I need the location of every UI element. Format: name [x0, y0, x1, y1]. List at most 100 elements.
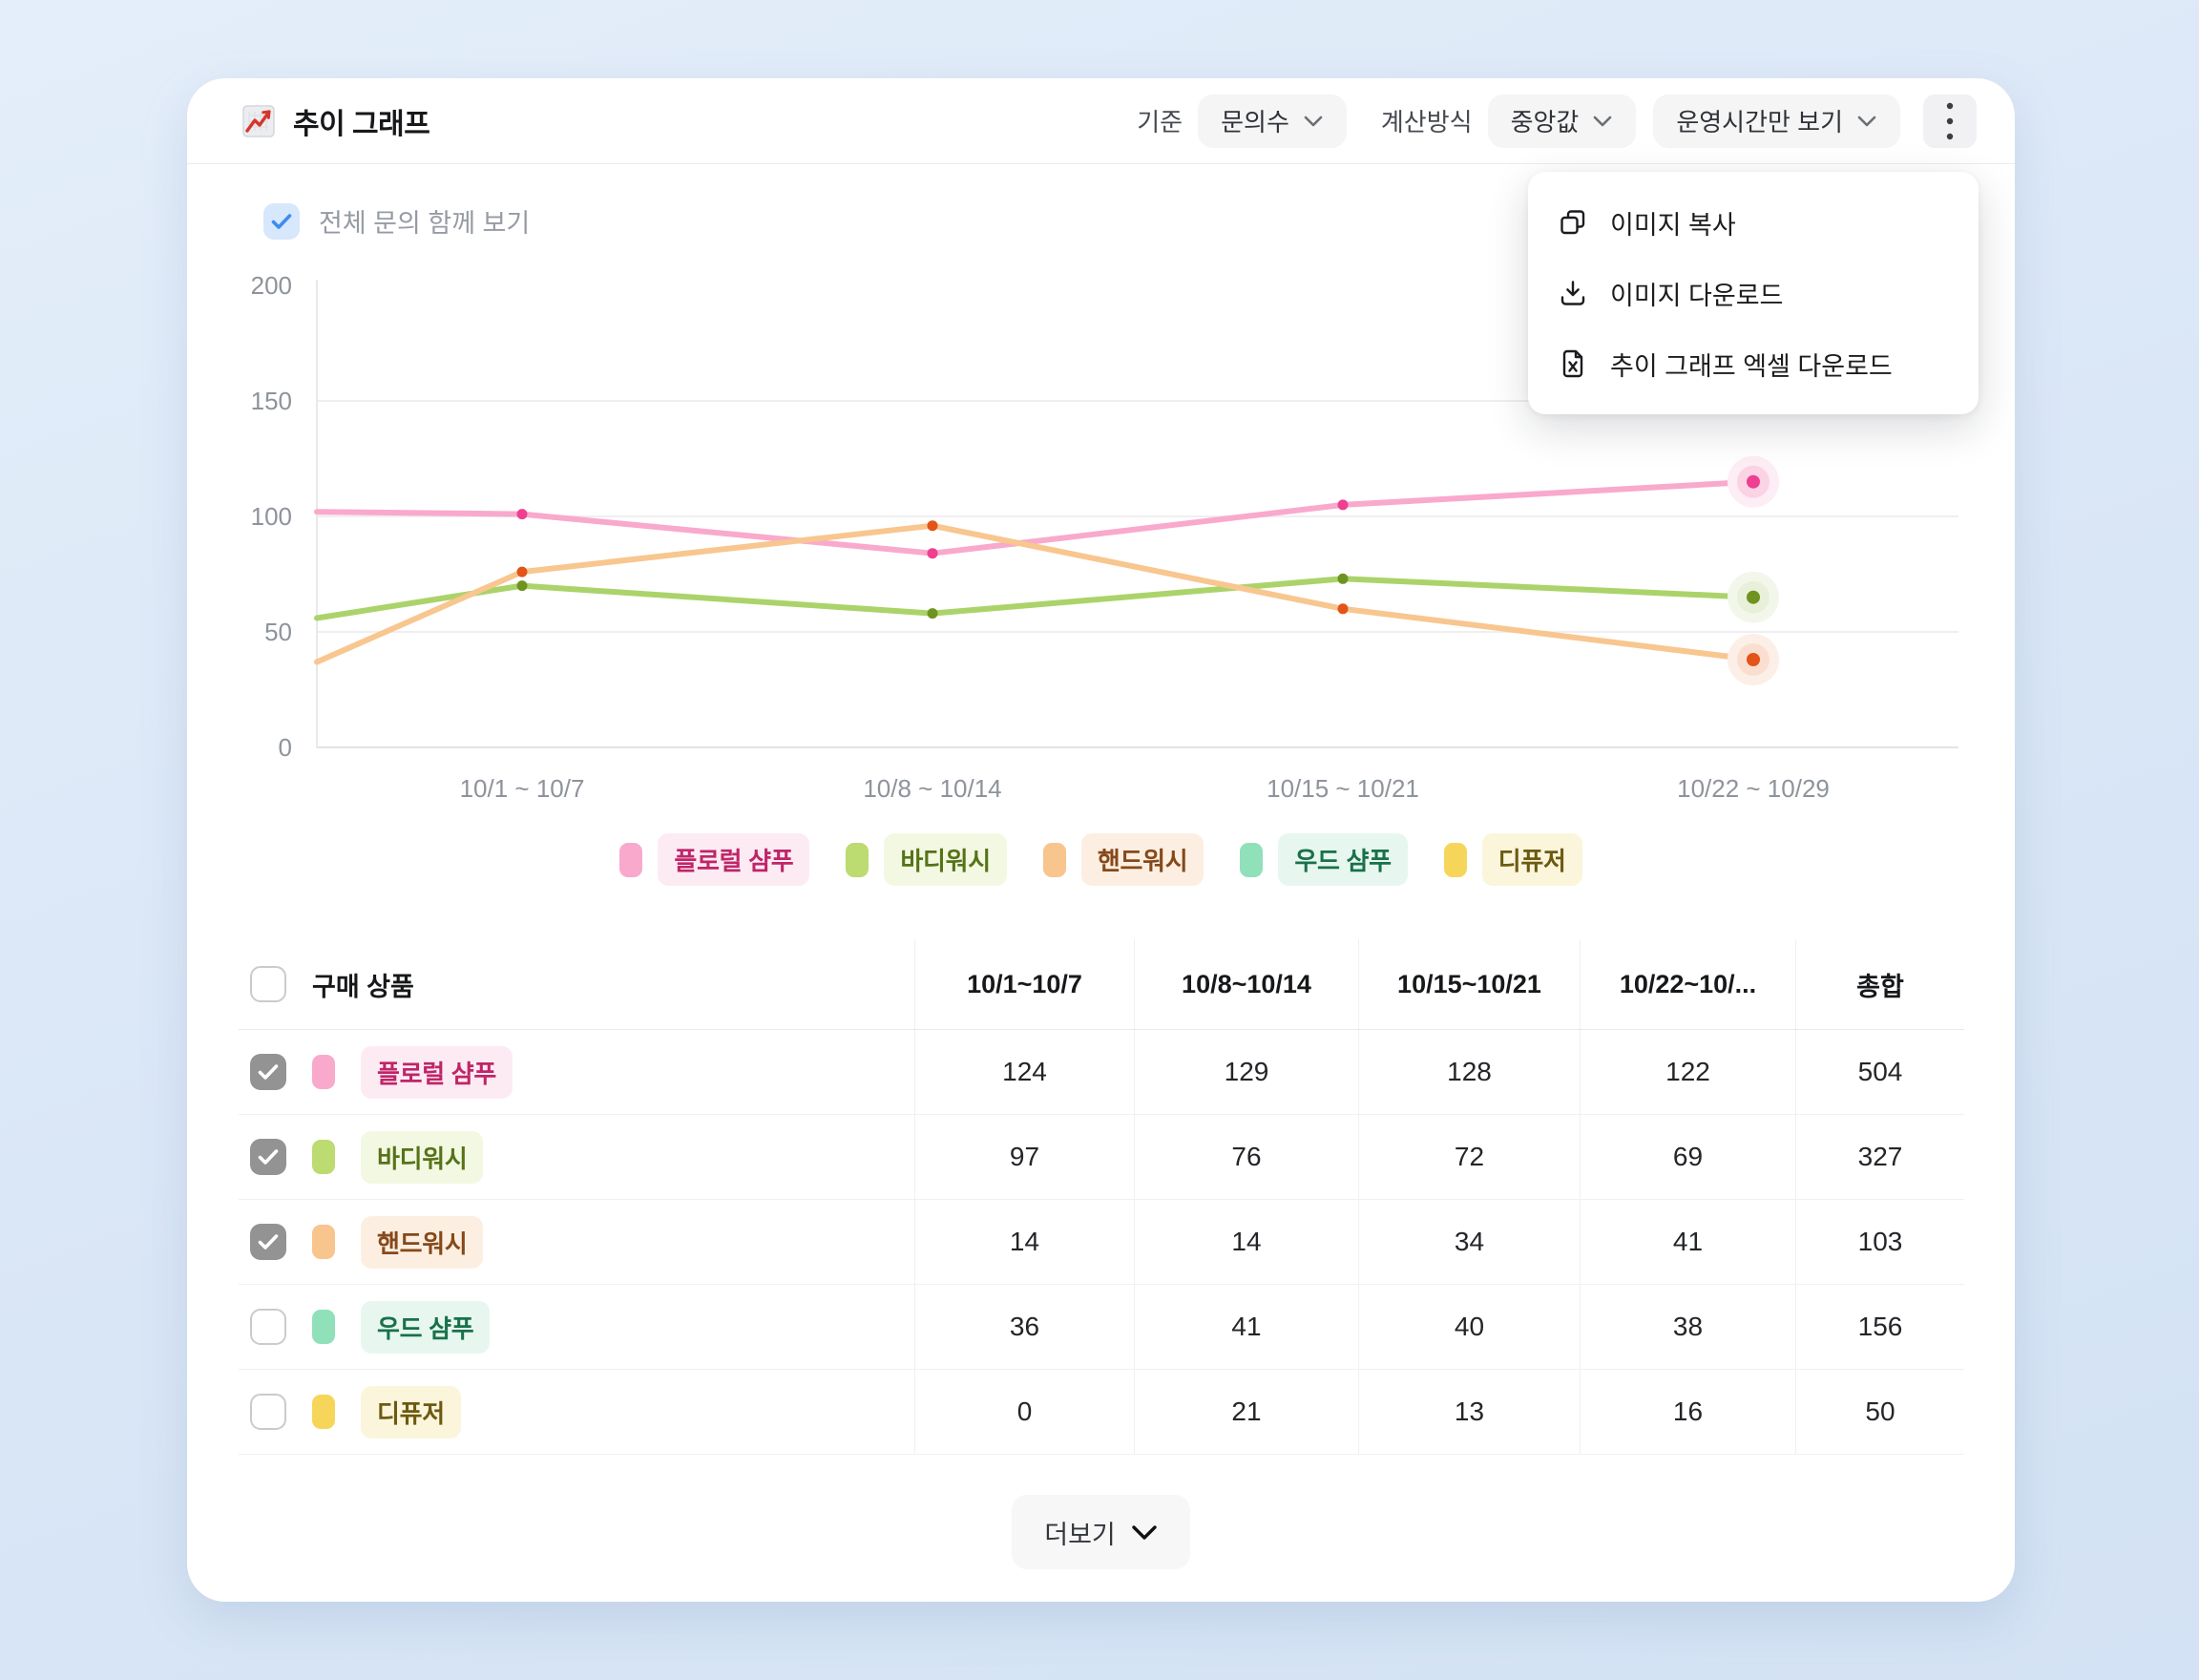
table-cell: 129 [1134, 1030, 1358, 1114]
checkbox-checked [263, 202, 300, 240]
product-tag: 핸드워시 [361, 1215, 484, 1269]
table-cell: 124 [914, 1030, 1134, 1114]
menu-item-download-image[interactable]: 이미지 다운로드 [1528, 258, 1979, 328]
excel-file-icon [1562, 349, 1583, 378]
table-cell: 0 [914, 1370, 1134, 1454]
load-more-button[interactable]: 더보기 [1012, 1495, 1190, 1569]
criteria-label: 기준 [1137, 108, 1183, 136]
product-chip [312, 1395, 335, 1429]
table-cell: 21 [1134, 1370, 1358, 1454]
product-chip [312, 1310, 335, 1344]
legend-item: 우드 샴푸 [1240, 833, 1408, 886]
calc-method-dropdown[interactable]: 중앙값 [1487, 94, 1637, 148]
menu-item-copy-image[interactable]: 이미지 복사 [1528, 187, 1979, 258]
trend-line-chart: 0 50 100 150 200 10/1 ~ 10/7 10/8 ~ 10/14 10/15… [251, 271, 1958, 803]
total-cell: 50 [1795, 1370, 1964, 1454]
legend-label: 우드 샴푸 [1278, 833, 1408, 886]
table-row: 플로럴 샴푸 124 129 128 122 504 [239, 1030, 1964, 1115]
table-cell: 14 [1134, 1200, 1358, 1284]
legend-label: 바디워시 [884, 833, 1007, 886]
table-cell: 76 [1134, 1115, 1358, 1199]
table-cell: 69 [1580, 1115, 1795, 1199]
legend-item: 디퓨저 [1443, 833, 1582, 886]
table-cell: 14 [914, 1200, 1134, 1284]
show-all-inquiries-checkbox[interactable]: 전체 문의 함께 보기 [263, 202, 530, 240]
svg-text:100: 100 [251, 502, 292, 531]
svg-text:150: 150 [251, 387, 292, 415]
svg-text:50: 50 [264, 618, 292, 646]
legend-chip [1443, 842, 1467, 877]
row-checkbox[interactable] [250, 1309, 286, 1345]
download-icon [1560, 281, 1585, 305]
menu-item-download-excel[interactable]: 추이 그래프 엑셀 다운로드 [1528, 328, 1979, 399]
calc-method-label: 계산방식 [1380, 108, 1473, 136]
legend-chip [1240, 842, 1264, 877]
table-cell: 128 [1358, 1030, 1580, 1114]
total-cell: 504 [1795, 1030, 1964, 1114]
product-cell: 디퓨저 [239, 1370, 914, 1454]
legend-item: 플로럴 샴푸 [619, 833, 810, 886]
product-tag: 우드 샴푸 [361, 1300, 491, 1354]
criteria-dropdown[interactable]: 문의수 [1198, 94, 1347, 148]
table-header-row: 구매 상품 10/1~10/7 10/8~10/14 10/15~10/21 10/22… [239, 939, 1964, 1030]
legend-label: 핸드워시 [1080, 833, 1204, 886]
table-cell: 41 [1134, 1285, 1358, 1369]
legend-chip [1042, 842, 1066, 877]
table-row: 핸드워시 14 14 34 41 103 [239, 1200, 1964, 1285]
svg-text:200: 200 [251, 271, 292, 300]
chevron-down-icon [1594, 116, 1612, 126]
column-header: 10/1~10/7 [914, 939, 1134, 1029]
row-checkbox[interactable] [250, 1224, 286, 1260]
checkmark-icon [271, 213, 292, 229]
column-header: 구매 상품 [239, 939, 914, 1029]
product-cell: 우드 샴푸 [239, 1285, 914, 1369]
checkmark-icon [258, 1064, 279, 1080]
svg-text:10/1 ~ 10/7: 10/1 ~ 10/7 [460, 774, 585, 803]
row-checkbox[interactable] [250, 1394, 286, 1430]
product-tag: 플로럴 샴푸 [361, 1045, 513, 1099]
operating-hours-dropdown[interactable]: 운영시간만 보기 [1653, 94, 1900, 148]
checkmark-icon [258, 1234, 279, 1250]
product-chip [312, 1225, 335, 1259]
column-header: 총합 [1795, 939, 1964, 1029]
table-cell: 97 [914, 1115, 1134, 1199]
table-row: 우드 샴푸 36 41 40 38 156 [239, 1285, 1964, 1370]
checkbox-label: 전체 문의 함께 보기 [319, 209, 531, 238]
product-chip [312, 1140, 335, 1174]
total-cell: 103 [1795, 1200, 1964, 1284]
svg-text:10/15 ~ 10/21: 10/15 ~ 10/21 [1267, 774, 1419, 803]
table-cell: 16 [1580, 1370, 1795, 1454]
product-cell: 핸드워시 [239, 1200, 914, 1284]
page-title: 추이 그래프 [293, 108, 430, 140]
table-row: 바디워시 97 76 72 69 327 [239, 1115, 1964, 1200]
table-row: 디퓨저 0 21 13 16 50 [239, 1370, 1964, 1455]
table-cell: 72 [1358, 1115, 1580, 1199]
svg-text:10/22 ~ 10/29: 10/22 ~ 10/29 [1677, 774, 1830, 803]
more-options-button[interactable] [1923, 94, 1977, 148]
svg-text:10/8 ~ 10/14: 10/8 ~ 10/14 [863, 774, 1001, 803]
trend-graph-card: 추이 그래프 기준 문의수 계산방식 중앙값 운영시간만 보기 [187, 78, 2015, 1602]
row-checkbox[interactable] [250, 1139, 286, 1175]
total-cell: 327 [1795, 1115, 1964, 1199]
row-checkbox[interactable] [250, 1054, 286, 1090]
checkmark-icon [258, 1149, 279, 1165]
legend-chip [619, 842, 643, 877]
trend-chart-icon [241, 104, 276, 138]
legend-item: 핸드워시 [1042, 833, 1204, 886]
chevron-down-icon [1857, 116, 1876, 126]
chart-legend: 플로럴 샴푸 바디워시 핸드워시 우드 샴푸 디퓨저 [187, 833, 2015, 886]
table-cell: 40 [1358, 1285, 1580, 1369]
svg-text:0: 0 [279, 733, 292, 762]
card-header: 추이 그래프 기준 문의수 계산방식 중앙값 운영시간만 보기 [187, 78, 2015, 164]
table-cell: 122 [1580, 1030, 1795, 1114]
copy-icon [1560, 210, 1585, 235]
product-tag: 디퓨저 [361, 1385, 461, 1438]
select-all-checkbox[interactable] [250, 966, 286, 1002]
total-cell: 156 [1795, 1285, 1964, 1369]
product-cell: 플로럴 샴푸 [239, 1030, 914, 1114]
column-header: 10/8~10/14 [1134, 939, 1358, 1029]
chevron-down-icon [1304, 116, 1323, 126]
legend-item: 바디워시 [846, 833, 1007, 886]
legend-label: 디퓨저 [1481, 833, 1582, 886]
chevron-down-icon [1132, 1524, 1157, 1540]
